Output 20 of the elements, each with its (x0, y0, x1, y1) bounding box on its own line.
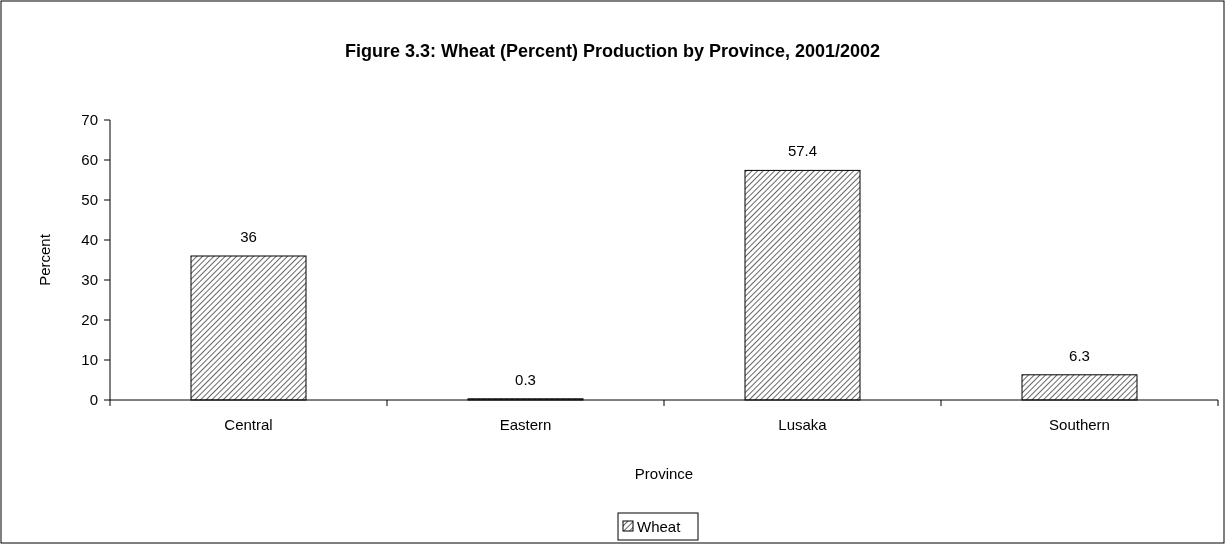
x-tick-label: Lusaka (778, 416, 828, 433)
x-tick-label: Southern (1049, 416, 1110, 433)
data-label: 57.4 (787, 142, 818, 160)
x-tick-label: Eastern (499, 416, 552, 433)
chart-title: Figure 3.3: Wheat (Percent) Production by Province, 2001/2002 (344, 41, 881, 61)
y-axis-title: Percent (36, 233, 53, 286)
y-tick-label: 70 (81, 111, 98, 129)
y-tick-label: 50 (81, 191, 98, 209)
x-axis-title: Province (634, 465, 694, 482)
legend-label: Wheat (637, 518, 682, 535)
y-tick-label: 20 (81, 311, 98, 329)
data-label: 36 (240, 228, 257, 245)
data-label: 6.3 (1069, 346, 1090, 364)
y-tick-label: 60 (81, 151, 98, 169)
data-label: 0.3 (515, 370, 536, 388)
y-tick-label: 30 (81, 271, 98, 289)
y-tick-label: 40 (81, 231, 98, 249)
x-tick-label: Central (224, 416, 273, 433)
y-tick-label: 0 (89, 391, 98, 409)
y-tick-label: 10 (81, 351, 98, 369)
